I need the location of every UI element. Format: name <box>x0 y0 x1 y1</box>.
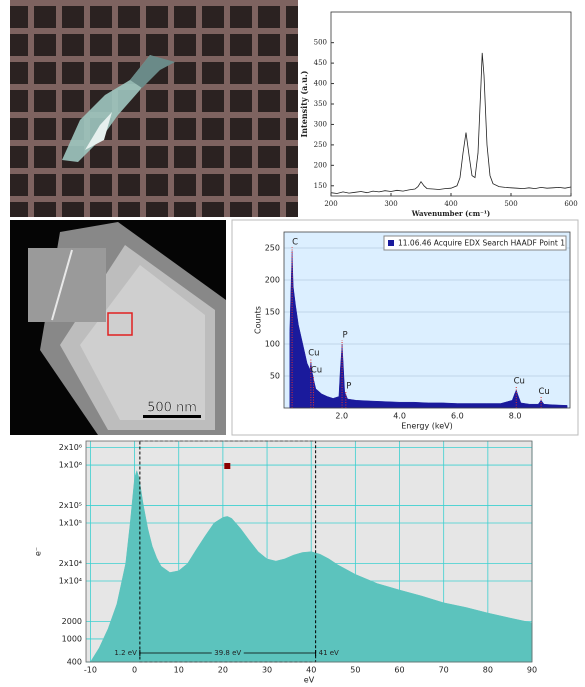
y-tick-label: 350 <box>314 100 327 108</box>
optical-photo <box>10 0 298 217</box>
legend-swatch <box>388 240 394 246</box>
y-tick-label: 450 <box>314 59 327 67</box>
plot-frame <box>330 11 572 197</box>
x-tick-label: 70 <box>439 666 449 675</box>
y-tick-label: 300 <box>314 120 327 128</box>
y-tick-label: 200 <box>314 161 327 169</box>
y-tick-label: 1000 <box>62 634 82 643</box>
legend-label: 11.06.46 Acquire EDX Search HAADF Point … <box>398 239 565 248</box>
y-tick-label: 150 <box>314 182 327 190</box>
x-tick-label: 0 <box>132 666 137 675</box>
x-axis-label: Energy (keV) <box>401 422 453 431</box>
y-axis-label: e⁻ <box>34 547 43 556</box>
plot-area <box>284 232 570 408</box>
y-tick-label: 2x10⁴ <box>59 559 82 568</box>
x-tick-label: 60 <box>394 666 404 675</box>
x-tick-label: 50 <box>350 666 360 675</box>
chart: 50 100 150 200 250 2.0 4.0 6.0 8.0 11.06.46 Acqui… <box>254 231 571 431</box>
y-tick-label: 2000 <box>62 617 82 626</box>
cursor <box>224 463 231 469</box>
x-tick-label: 40 <box>306 666 316 675</box>
chart: 400100020001x10⁴2x10⁴1x10⁵2x10⁵1x10⁶2x10… <box>34 440 537 685</box>
x-tick-label: 300 <box>384 200 397 208</box>
x-axis-label: Wavenumber (cm⁻¹) <box>411 209 490 218</box>
x-tick-label: -10 <box>84 666 97 675</box>
x-tick-label: 4.0 <box>393 412 406 421</box>
x-tick-label: 200 <box>324 200 337 208</box>
y-tick-label: 250 <box>314 141 327 149</box>
y-tick-label: 400 <box>67 658 82 667</box>
x-tick-label: 10 <box>174 666 184 675</box>
x-tick-label: 6.0 <box>451 412 464 421</box>
span-label: 39.8 eV <box>214 649 241 657</box>
peak-label: Cu <box>311 366 322 376</box>
y-tick-label: 2x10⁵ <box>59 501 82 510</box>
peak-label: Cu <box>514 377 525 387</box>
tem-image: 500 nm <box>10 220 226 435</box>
x-tick-label: 80 <box>483 666 493 675</box>
peak-label: P <box>346 381 351 391</box>
x-tick-label: 30 <box>262 666 272 675</box>
marker-label: 1.2 eV <box>114 649 137 657</box>
x-tick-label: 20 <box>218 666 228 675</box>
y-tick-label: 1x10⁵ <box>59 519 82 528</box>
y-tick-label: 50 <box>270 372 280 381</box>
line <box>330 52 572 194</box>
y-tick-label: 2x10⁶ <box>59 443 82 452</box>
y-tick-label: 400 <box>314 80 327 88</box>
x-tick-label: 90 <box>527 666 537 675</box>
x-tick-label: 500 <box>504 200 517 208</box>
legend-box <box>383 235 567 251</box>
plot-frame <box>283 231 571 409</box>
y-tick-label: 250 <box>265 244 280 253</box>
span-label-bg <box>211 648 244 658</box>
y-tick-label: 100 <box>265 340 280 349</box>
x-tick-label: 600 <box>564 200 577 208</box>
peak-label: C <box>292 238 298 248</box>
y-tick-label: 500 <box>314 39 327 47</box>
peak-label: Cu <box>308 348 319 358</box>
y-axis-label: Counts <box>254 306 263 334</box>
marker-label: 41 eV <box>319 649 339 657</box>
x-tick-label: 2.0 <box>335 412 348 421</box>
y-tick-label: 150 <box>265 308 280 317</box>
x-tick-label: 400 <box>444 200 457 208</box>
x-tick-label: 8.0 <box>509 412 522 421</box>
plot-area <box>331 12 571 196</box>
chart: 150 200 250 300 350 400 450 500 200 300 400 500 600 W… <box>299 11 578 218</box>
plot-frame <box>85 440 533 663</box>
scale-bar-label: 500 nm <box>147 401 197 416</box>
y-tick-label: 200 <box>265 276 280 285</box>
peak-label: Cu <box>538 387 549 397</box>
y-tick-label: 1x10⁴ <box>59 576 82 585</box>
peak-label: P <box>342 331 347 341</box>
area <box>89 469 533 663</box>
x-axis-label: eV <box>304 676 315 685</box>
y-axis-label: Intensity (a.u.) <box>299 70 309 137</box>
area <box>289 251 568 409</box>
y-tick-label: 1x10⁶ <box>59 461 82 470</box>
